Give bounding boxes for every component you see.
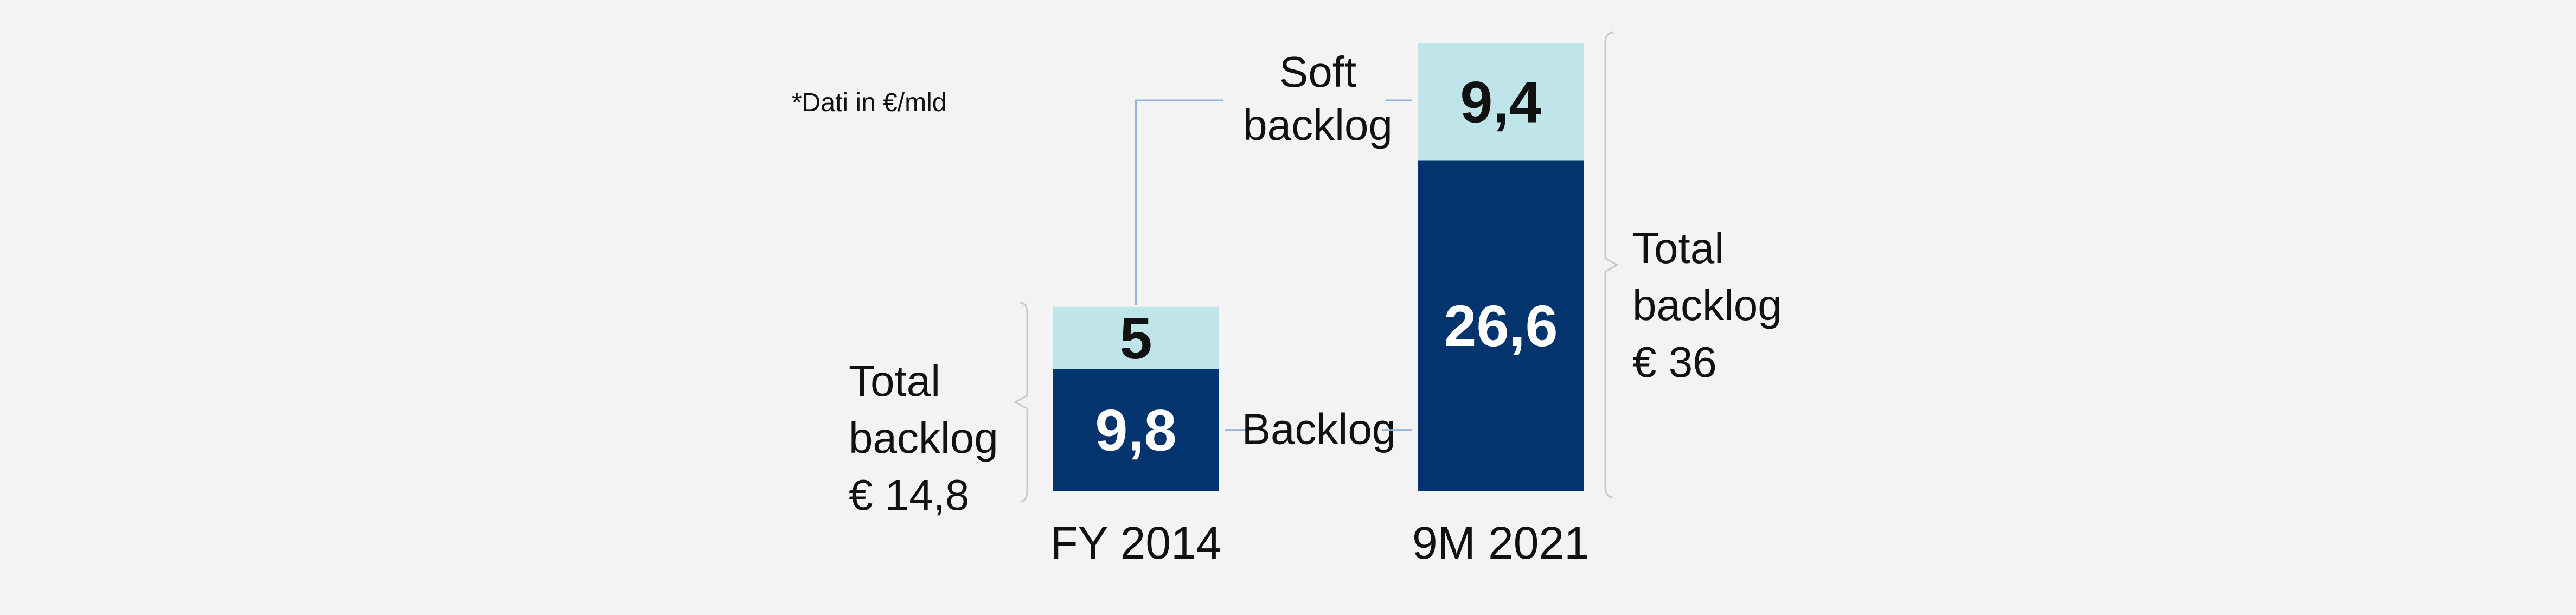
bar-soft-backlog-2: [1418, 43, 1584, 161]
data-label-backlog-1: 9,8: [1095, 398, 1176, 463]
bar-soft-backlog-1: [1053, 306, 1219, 369]
units-note: *Dati in €/mld: [792, 88, 946, 117]
bar-backlog-1: [1053, 369, 1219, 491]
soft-backlog-label: Soft backlog: [1243, 48, 1393, 149]
total-brace-2: [1604, 31, 1619, 498]
category-label-1: FY 2014: [1050, 517, 1221, 568]
bars-group: 9,8 5 FY 2014 26,6 9,4 9M 2021: [1050, 43, 1590, 568]
data-label-backlog-2: 26,6: [1444, 293, 1558, 358]
bar-backlog-2: [1418, 160, 1584, 491]
annotations-group: Total backlog € 14,8 Total backlog € 36 Backlo…: [849, 31, 1782, 519]
data-label-soft-backlog-1: 5: [1119, 305, 1152, 371]
total-brace-1: [1013, 302, 1028, 503]
total-label-9m2021: Total backlog € 36: [1632, 224, 1782, 386]
total-label-fy2014: Total backlog € 14,8: [849, 357, 998, 519]
data-label-soft-backlog-2: 9,4: [1460, 69, 1541, 135]
backlog-label: Backlog: [1242, 405, 1396, 453]
soft-backlog-leader-left: [1135, 99, 1223, 305]
category-label-2: 9M 2021: [1412, 517, 1590, 568]
